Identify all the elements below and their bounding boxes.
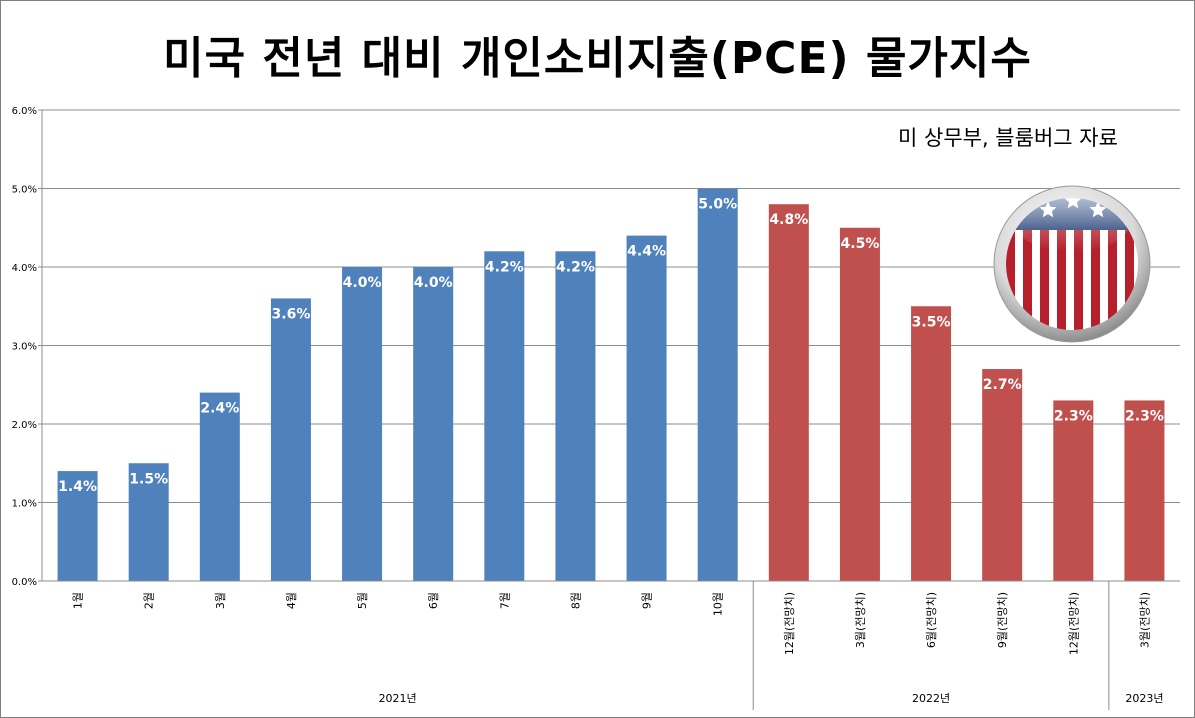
x-tick-label: 9월(전망치)	[996, 592, 1009, 648]
data-label: 2.7%	[983, 377, 1022, 393]
bar	[911, 306, 952, 581]
data-label: 1.5%	[129, 471, 168, 487]
bar	[697, 188, 738, 581]
bar	[839, 227, 880, 581]
data-label: 3.5%	[912, 314, 951, 330]
x-tick-label: 3월	[214, 592, 227, 609]
flag-stripe	[1108, 228, 1117, 330]
bar	[768, 204, 809, 581]
flag-stripe	[1091, 228, 1100, 330]
x-group-label: 2023년	[1125, 692, 1163, 705]
data-label: 2.3%	[1125, 408, 1164, 424]
bar	[128, 463, 169, 581]
x-tick-label: 12월(전망치)	[783, 592, 796, 655]
x-group-label: 2021년	[379, 692, 417, 705]
x-tick-label: 3월(전망치)	[1138, 592, 1151, 648]
y-tick-label: 6.0%	[12, 106, 37, 117]
y-tick-label: 3.0%	[12, 342, 37, 353]
data-label: 4.0%	[343, 275, 382, 291]
bar	[57, 471, 98, 581]
bar	[270, 298, 311, 581]
x-tick-label: 7월	[498, 592, 511, 609]
data-label: 3.6%	[272, 306, 311, 322]
y-tick-label: 0.0%	[12, 577, 37, 588]
y-tick-label: 2.0%	[12, 420, 37, 431]
bar	[555, 251, 596, 582]
x-group-label: 2022년	[912, 692, 950, 705]
x-tick-label: 5월	[356, 592, 369, 609]
data-label: 4.4%	[627, 244, 666, 260]
x-tick-label: 3월(전망치)	[854, 592, 867, 648]
x-tick-label: 12월(전망치)	[1067, 592, 1080, 655]
flag-stripe	[1125, 228, 1134, 330]
data-label: 2.4%	[200, 401, 239, 417]
bar	[199, 392, 240, 581]
us-flag-badge-icon	[993, 185, 1151, 343]
x-tick-label: 6월	[427, 592, 440, 609]
data-label: 4.8%	[769, 212, 808, 228]
bar	[626, 235, 667, 581]
bar	[1053, 400, 1094, 581]
bar	[1124, 400, 1165, 581]
x-tick-label: 2월	[143, 592, 156, 609]
source-note: 미 상무부, 블룸버그 자료	[898, 126, 1118, 150]
data-label: 1.4%	[58, 479, 97, 495]
chart-title: 미국 전년 대비 개인소비지출(PCE) 물가지수	[163, 33, 1032, 84]
flag-stripe	[1023, 228, 1032, 330]
flag-stripe	[1006, 228, 1015, 330]
data-label: 4.0%	[414, 275, 453, 291]
data-label: 4.5%	[841, 236, 880, 252]
data-label: 4.2%	[556, 259, 595, 275]
x-tick-label: 4월	[285, 592, 298, 609]
flag-stripe	[1074, 228, 1083, 330]
y-tick-label: 4.0%	[12, 263, 37, 274]
y-tick-label: 1.0%	[12, 499, 37, 510]
data-label: 2.3%	[1054, 408, 1093, 424]
x-tick-label: 6월(전망치)	[925, 592, 938, 648]
data-label: 4.2%	[485, 259, 524, 275]
flag-stripe	[1057, 228, 1066, 330]
x-tick-label: 8월	[569, 592, 582, 609]
y-axis: 0.0% 1.0% 2.0% 3.0% 4.0% 5.0% 6.0%	[12, 106, 43, 588]
bar	[413, 267, 454, 581]
x-tick-label: 1월	[72, 592, 85, 609]
x-tick-label: 10월	[712, 592, 725, 616]
bar	[982, 369, 1023, 581]
bar	[484, 251, 525, 582]
x-axis: 1월 2월 3월 4월 5월 6월 7월 8월 9월 10월 12월(전망치) 3월(전망치) 6월(전…	[42, 580, 1180, 710]
x-tick-label: 9월	[641, 592, 654, 609]
data-label: 5.0%	[698, 197, 737, 213]
y-tick-label: 5.0%	[12, 185, 37, 196]
bars	[57, 188, 1165, 582]
bar	[342, 267, 383, 581]
data-labels: 1.4% 1.5% 2.4% 3.6% 4.0% 4.0% 4.2% 4.2% 4.4% 5.0%…	[58, 197, 1164, 496]
flag-stripe	[1040, 228, 1049, 330]
